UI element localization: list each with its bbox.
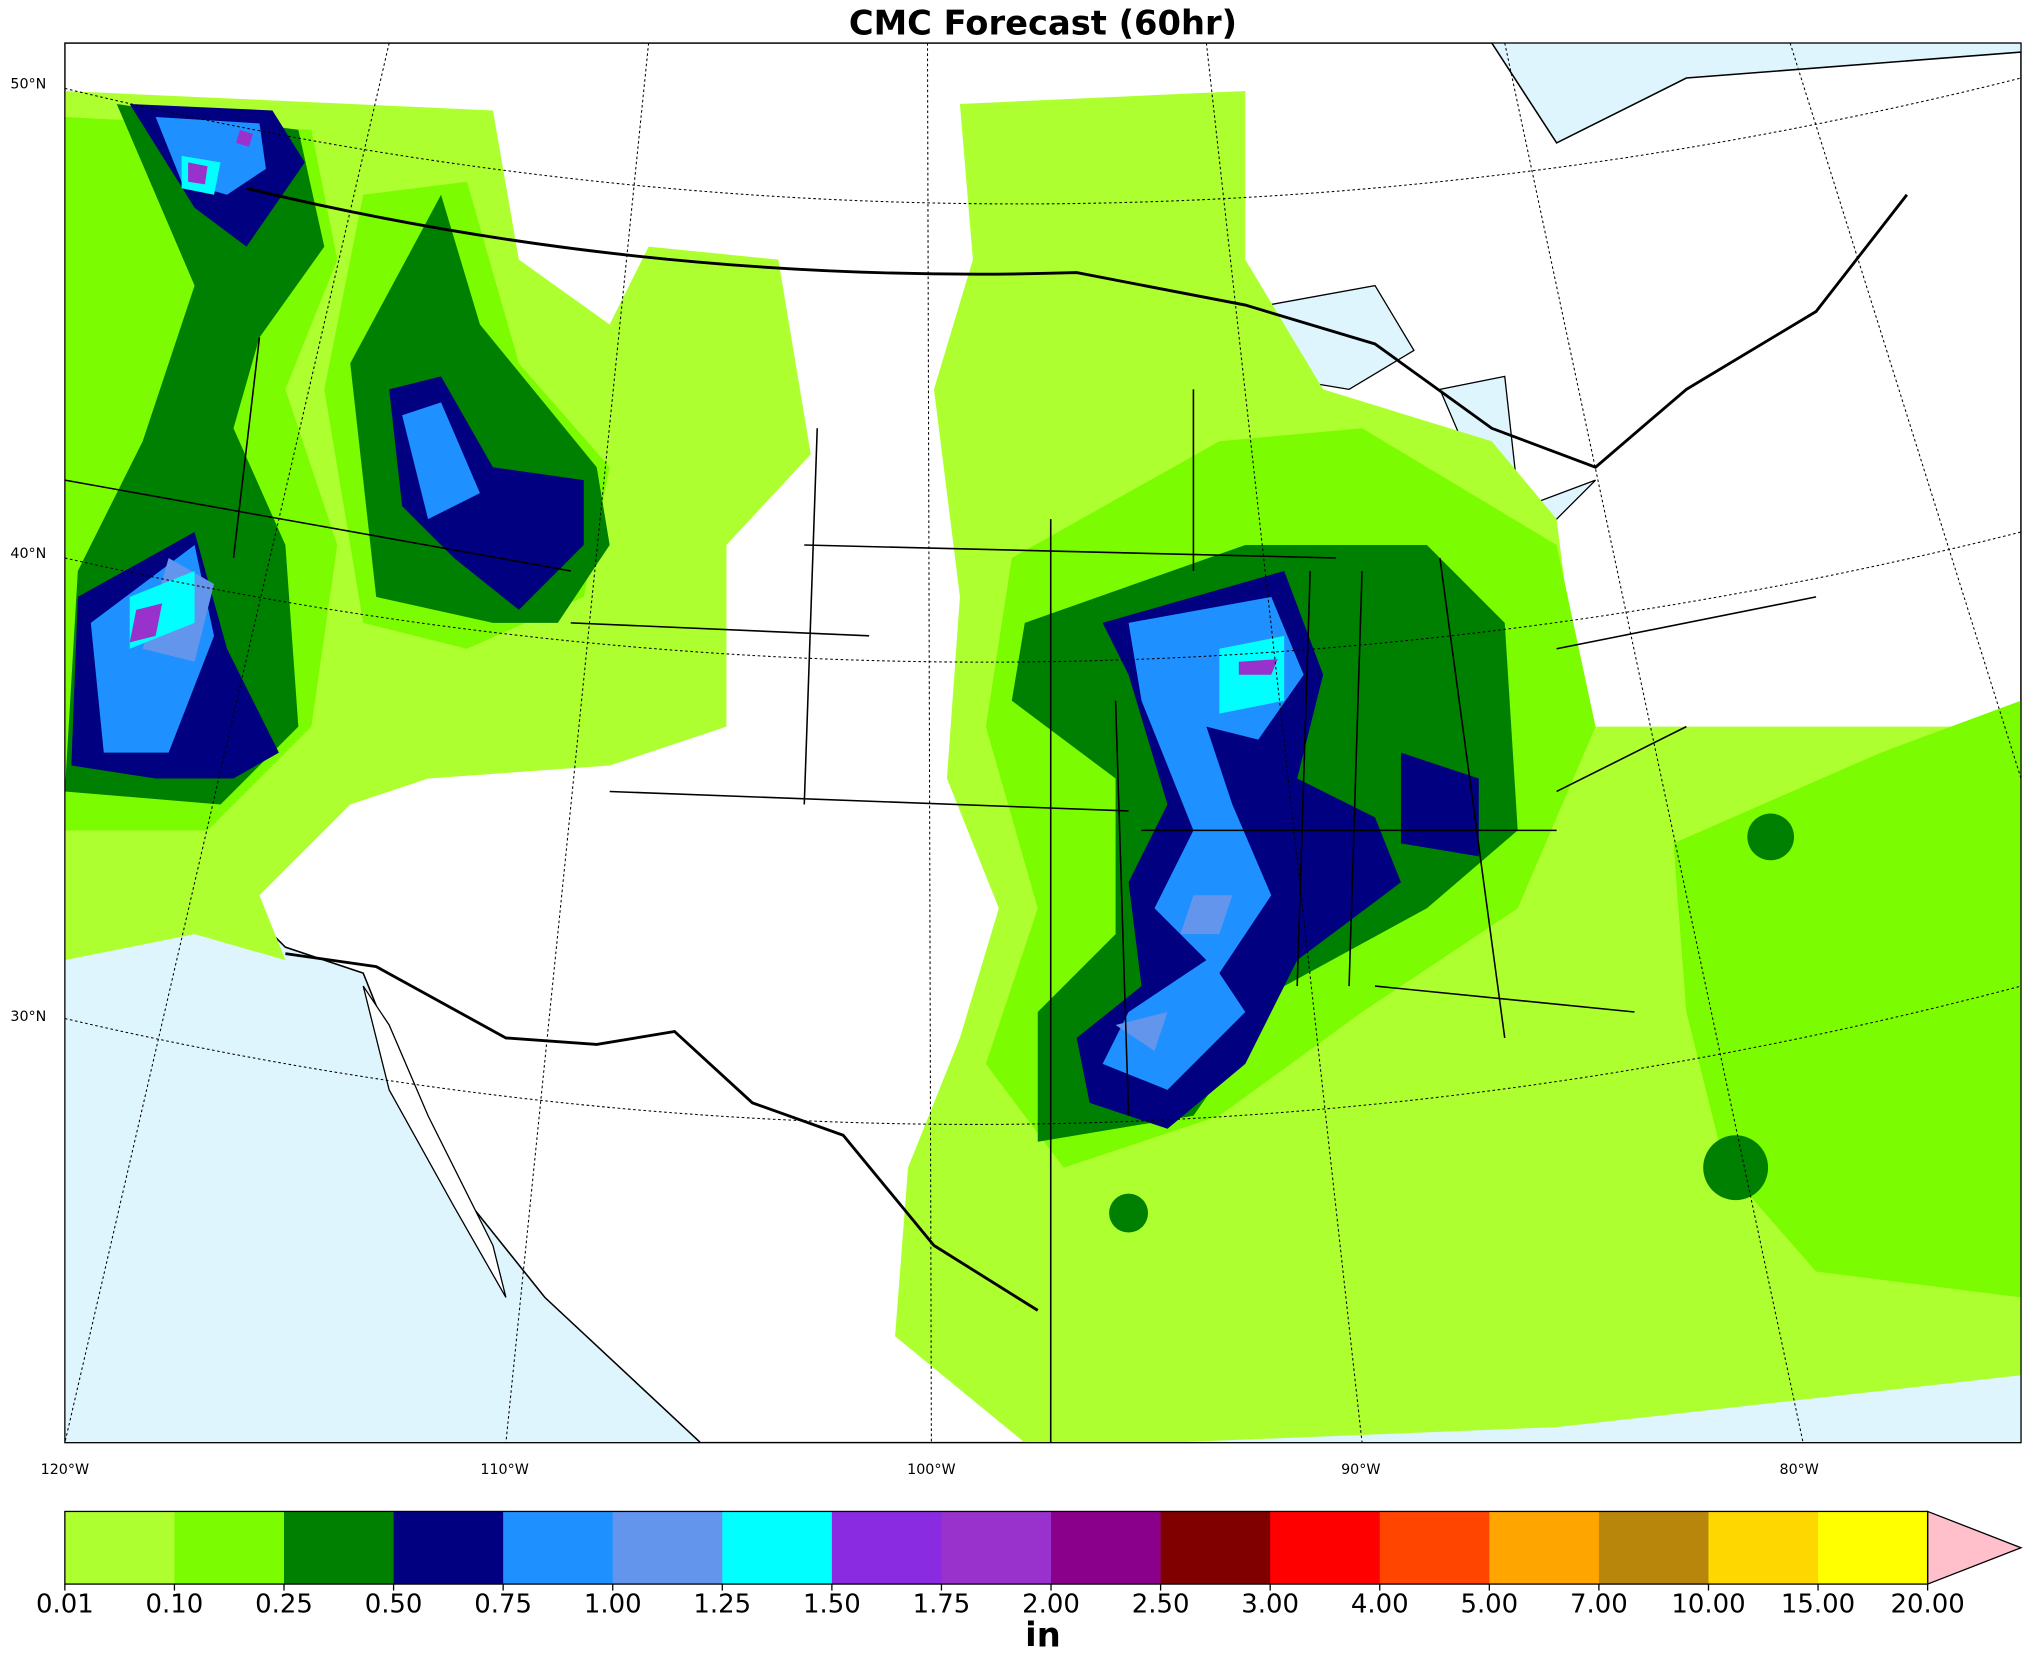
colorbar-tick-label: 10.00 bbox=[1671, 1589, 1745, 1619]
colorbar-tick-label: 0.50 bbox=[365, 1589, 423, 1619]
colorbar-segment bbox=[612, 1511, 723, 1585]
colorbar-extend bbox=[1926, 1510, 2023, 1586]
colorbar-segment bbox=[64, 1511, 176, 1585]
colorbar-tick-label: 0.75 bbox=[474, 1589, 532, 1619]
colorbar-segment bbox=[1818, 1511, 1929, 1585]
lat-label: 30°N bbox=[10, 1009, 46, 1025]
colorbar-tick-label: 1.75 bbox=[913, 1589, 971, 1619]
colorbar-segment bbox=[1379, 1511, 1490, 1585]
colorbar-tick-label: 1.50 bbox=[803, 1589, 861, 1619]
colorbar-tick-label: 15.00 bbox=[1781, 1589, 1855, 1619]
colorbar-segment bbox=[174, 1511, 285, 1585]
colorbar-tick-label: 20.00 bbox=[1890, 1589, 1964, 1619]
colorbar-tick-label: 0.25 bbox=[255, 1589, 313, 1619]
graticule bbox=[64, 43, 2022, 1443]
colorbar-segment bbox=[1270, 1511, 1381, 1585]
colorbar-tick-label: 1.25 bbox=[693, 1589, 751, 1619]
map-frame bbox=[64, 42, 2022, 1444]
colorbar-segment bbox=[722, 1511, 833, 1585]
colorbar-tick-label: 0.10 bbox=[146, 1589, 204, 1619]
lon-label: 90°W bbox=[1341, 1462, 1380, 1478]
colorbar-tick-label: 1.00 bbox=[584, 1589, 642, 1619]
colorbar-segment bbox=[503, 1511, 614, 1585]
colorbar-label: in bbox=[1025, 1616, 1061, 1655]
baja bbox=[362, 985, 507, 1298]
lon-label: 110°W bbox=[480, 1462, 528, 1478]
colorbar-tick-label: 2.00 bbox=[1022, 1589, 1080, 1619]
colorbar-tick-label: 3.00 bbox=[1241, 1589, 1299, 1619]
lat-label: 40°N bbox=[10, 546, 46, 562]
colorbar-segment bbox=[1160, 1511, 1271, 1585]
map-title: CMC Forecast (60hr) bbox=[849, 3, 1237, 42]
colorbar-tick-label: 0.01 bbox=[36, 1589, 94, 1619]
colorbar-segment bbox=[284, 1511, 395, 1585]
lon-label: 100°W bbox=[907, 1462, 955, 1478]
colorbar-segment bbox=[1708, 1511, 1819, 1585]
colorbar-tick-label: 4.00 bbox=[1351, 1589, 1409, 1619]
colorbar-tick-label: 2.50 bbox=[1132, 1589, 1190, 1619]
colorbar-segment bbox=[1051, 1511, 1162, 1585]
colorbar-segment bbox=[393, 1511, 504, 1585]
colorbar-tick-label: 5.00 bbox=[1460, 1589, 1518, 1619]
lon-label: 80°W bbox=[1780, 1462, 1819, 1478]
colorbar-segment bbox=[831, 1511, 943, 1585]
precipitation bbox=[64, 91, 2022, 1443]
colorbar-segment bbox=[941, 1511, 1052, 1585]
colorbar-segment bbox=[1598, 1511, 1710, 1585]
lat-label: 50°N bbox=[10, 77, 46, 93]
borders bbox=[64, 186, 1909, 1443]
lon-label: 120°W bbox=[41, 1462, 89, 1478]
colorbar-tick-label: 7.00 bbox=[1570, 1589, 1628, 1619]
colorbar-frame bbox=[64, 1510, 1929, 1585]
map bbox=[64, 43, 2022, 1443]
colorbar-segment bbox=[1489, 1511, 1600, 1585]
